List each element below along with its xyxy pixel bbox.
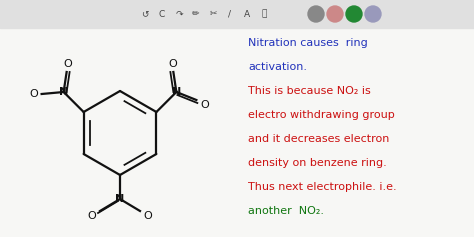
Text: ↺: ↺ (141, 9, 149, 18)
Text: ↷: ↷ (175, 9, 183, 18)
Text: activation.: activation. (248, 62, 307, 72)
Text: N: N (115, 194, 125, 204)
Circle shape (327, 6, 343, 22)
Text: another  NO₂.: another NO₂. (248, 206, 324, 216)
Text: O: O (200, 100, 209, 110)
Text: Thus next electrophile. i.e.: Thus next electrophile. i.e. (248, 182, 397, 192)
Text: O: O (63, 59, 72, 69)
Text: N: N (172, 87, 181, 97)
Text: ✏: ✏ (192, 9, 200, 18)
Circle shape (308, 6, 324, 22)
Text: This is because NO₂ is: This is because NO₂ is (248, 86, 371, 96)
Bar (0, 0, 474, 28)
Text: O: O (168, 59, 177, 69)
Text: Nitration causes  ring: Nitration causes ring (248, 38, 368, 48)
Text: and it decreases electron: and it decreases electron (248, 134, 389, 144)
Text: ✂: ✂ (209, 9, 217, 18)
Text: C: C (159, 9, 165, 18)
Circle shape (365, 6, 381, 22)
Circle shape (346, 6, 362, 22)
Text: electro withdrawing group: electro withdrawing group (248, 110, 395, 120)
Text: ⬜: ⬜ (261, 9, 267, 18)
Text: density on benzene ring.: density on benzene ring. (248, 158, 387, 168)
Text: O: O (88, 211, 96, 221)
Text: O: O (29, 89, 38, 99)
Text: O: O (144, 211, 152, 221)
Text: A: A (244, 9, 250, 18)
Text: /: / (228, 9, 231, 18)
Text: N: N (59, 87, 68, 97)
